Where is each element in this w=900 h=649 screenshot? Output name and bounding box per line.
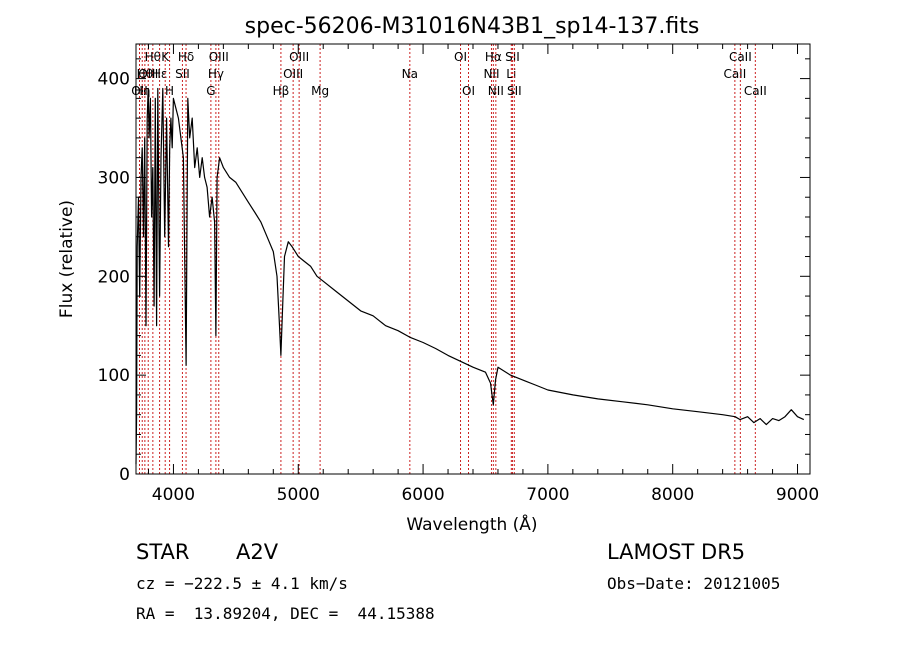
line-label: K [161, 50, 170, 64]
x-tick-label: 4000 [152, 485, 195, 505]
x-tick-label: 7000 [526, 485, 569, 505]
line-label: OIII [283, 67, 303, 81]
line-label: Mg [311, 84, 329, 98]
x-tick-label: 5000 [277, 485, 320, 505]
coordinates: RA = 13.89204, DEC = 44.15388 [136, 604, 435, 623]
line-label: Hθ [137, 67, 153, 81]
line-label: G [206, 84, 215, 98]
line-label: Hδ [178, 50, 194, 64]
line-label: CaII [729, 50, 752, 64]
x-axis: 4000 5000 6000 7000 8000 9000 [147, 44, 819, 505]
line-label: Hε [152, 67, 168, 81]
observation-date: Obs−Date: 20121005 [607, 574, 781, 593]
line-label: SII [175, 67, 190, 81]
x-tick-label: 8000 [651, 485, 694, 505]
line-label: Li [506, 67, 516, 81]
y-tick-label: 200 [98, 267, 130, 287]
line-label: Na [402, 67, 418, 81]
line-label: NII [488, 84, 504, 98]
emission-line-markers: OIIHηHθOIIIHθHεKHSIIHδGHγOIIIHβOIIIOIIIM… [131, 44, 767, 474]
y-tick-label: 100 [98, 366, 130, 386]
line-label: OIII [289, 50, 309, 64]
line-label: SII [505, 50, 520, 64]
y-tick-label: 400 [98, 70, 130, 90]
line-label: Hα [485, 50, 502, 64]
x-tick-label: 6000 [401, 485, 444, 505]
spectral-subclass: A2V [236, 540, 279, 564]
line-label: Hβ [273, 84, 290, 98]
line-label: Hη [134, 84, 151, 98]
line-label: OI [462, 84, 475, 98]
line-label: NII [483, 67, 499, 81]
object-class: STAR [136, 540, 190, 564]
redshift-velocity: cz = −222.5 ± 4.1 km/s [136, 574, 348, 593]
line-label: OII [131, 84, 148, 98]
survey-name: LAMOST DR5 [607, 540, 746, 564]
y-tick-label: 300 [98, 168, 130, 188]
chart-title: spec-56206-M31016N43B1_sp14-137.fits [245, 14, 700, 39]
x-tick-label: 9000 [776, 485, 819, 505]
y-axis: 0 100 200 300 400 [98, 58, 810, 485]
spectrum-line [135, 87, 805, 465]
line-label: Hγ [208, 67, 224, 81]
line-label: H [165, 84, 174, 98]
line-label: OIII [209, 50, 229, 64]
y-axis-label: Flux (relative) [57, 200, 77, 318]
y-tick-label: 0 [119, 465, 130, 485]
line-label: SII [507, 84, 522, 98]
line-label: CaII [723, 67, 746, 81]
line-label: OI [454, 50, 467, 64]
line-label: CaII [744, 84, 767, 98]
line-label: Hθ [145, 50, 161, 64]
spectrum-series [135, 87, 805, 465]
plot-frame [135, 43, 811, 475]
x-axis-label: Wavelength (Å) [406, 513, 537, 535]
